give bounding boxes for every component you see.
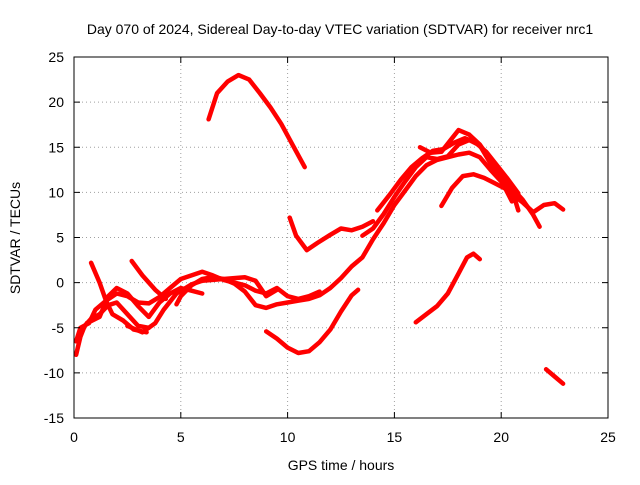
chart-title: Day 070 of 2024, Sidereal Day-to-day VTE…: [87, 21, 593, 37]
y-tick-label: 20: [48, 94, 64, 110]
y-tick-label: 15: [48, 139, 64, 155]
y-axis-label: SDTVAR / TECUs: [7, 182, 23, 294]
y-tick-label: 0: [56, 275, 64, 291]
x-tick-label: 10: [280, 429, 296, 445]
x-tick-label: 25: [600, 429, 616, 445]
series-line-arc-7: [174, 150, 566, 311]
x-tick-label: 5: [177, 429, 185, 445]
series-line-arc-10: [263, 287, 361, 356]
series-line-arc-14: [439, 172, 515, 209]
y-tick-label: -15: [44, 410, 64, 426]
y-tick-label: -5: [52, 320, 65, 336]
series-line-arc-15: [413, 251, 483, 325]
x-tick-label: 15: [387, 429, 403, 445]
y-tick-label: 25: [48, 49, 64, 65]
x-axis-label: GPS time / hours: [288, 457, 395, 473]
y-tick-label: 10: [48, 184, 64, 200]
x-tick-label: 0: [70, 429, 78, 445]
series-line-arc-9: [287, 215, 376, 253]
series-line-arc-8: [206, 72, 307, 170]
series-line-arc-16: [543, 367, 566, 386]
tick-labels: 0 5 10 15 20 25 -15 -10 -5 0 5 10 15 20 25: [44, 49, 616, 445]
y-tick-label: -10: [44, 365, 64, 381]
axis-ticks: [73, 56, 609, 419]
gridlines: [74, 57, 608, 418]
series-line-arc-5: [129, 258, 169, 302]
x-tick-label: 20: [493, 429, 509, 445]
series-line-arc-13: [375, 135, 521, 213]
data-series: [73, 72, 566, 386]
y-tick-label: 5: [56, 230, 64, 246]
